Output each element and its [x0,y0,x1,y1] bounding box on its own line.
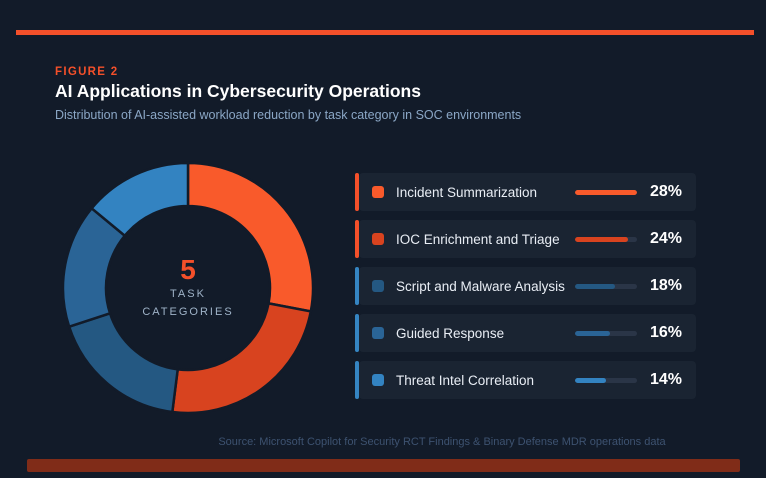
legend-category-label: IOC Enrichment and Triage [396,231,560,247]
legend-row-5: Threat Intel Correlation 14% [355,361,696,399]
donut-segment-2 [170,301,313,415]
legend-value-bar-track [575,330,637,336]
legend-row-card: IOC Enrichment and Triage 24% [359,220,696,258]
legend-value-bar-fill [575,377,606,383]
legend-color-swatch [372,186,384,198]
legend-value-bar-track [575,236,637,242]
legend-category-label: Script and Malware Analysis [396,278,565,294]
legend-value-bar-fill [575,330,611,336]
legend-value-bar-track [575,189,637,195]
donut-segment-1 [186,161,315,313]
legend-row-4: Guided Response 16% [355,314,696,352]
legend-color-swatch [372,374,384,386]
legend-row-3: Script and Malware Analysis 18% [355,267,696,305]
legend-percentage: 14% [649,371,682,388]
legend: Incident Summarization 28% IOC Enrichment … [355,173,696,408]
legend-percentage: 28% [649,183,682,200]
legend-row-accent-bar [355,361,359,399]
legend-color-swatch [372,280,384,292]
legend-row-1: Incident Summarization 28% [355,173,696,211]
page-subtitle: Distribution of AI-assisted workload red… [55,108,522,122]
legend-value-bar-track [575,377,637,383]
donut-chart [61,161,315,415]
legend-color-swatch [372,233,384,245]
legend-value-bar-track [575,283,637,289]
donut-segment-3 [67,311,180,414]
legend-category-label: Guided Response [396,325,505,341]
legend-percentage: 18% [649,277,682,294]
source-note: Source: Microsoft Copilot for Security R… [218,436,666,448]
legend-row-accent-bar [355,267,359,305]
legend-row-card: Incident Summarization 28% [359,173,696,211]
legend-category-label: Incident Summarization [396,184,538,200]
donut-segment-5 [89,161,190,238]
legend-color-swatch [372,327,384,339]
page-title: AI Applications in Cybersecurity Operati… [55,81,421,101]
legend-row-2: IOC Enrichment and Triage 24% [355,220,696,258]
top-accent-bar [16,30,754,35]
legend-value-bar-fill [575,283,615,289]
legend-percentage: 16% [649,324,682,341]
legend-row-accent-bar [355,220,359,258]
legend-row-card: Guided Response 16% [359,314,696,352]
legend-row-card: Script and Malware Analysis 18% [359,267,696,305]
legend-row-accent-bar [355,173,359,211]
legend-percentage: 24% [649,230,682,247]
figure-label: FIGURE 2 [55,66,119,78]
legend-row-accent-bar [355,314,359,352]
bottom-accent-bar [27,459,740,472]
legend-category-label: Threat Intel Correlation [396,372,535,388]
legend-value-bar-fill [575,189,637,195]
legend-row-card: Threat Intel Correlation 14% [359,361,696,399]
legend-value-bar-fill [575,236,629,242]
